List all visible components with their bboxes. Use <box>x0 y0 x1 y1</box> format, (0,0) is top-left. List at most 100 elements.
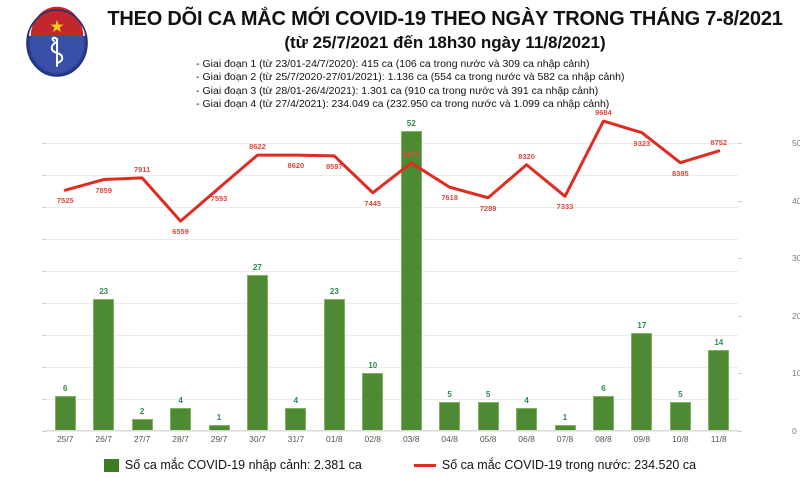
line-value-label: 7333 <box>556 202 574 212</box>
y-axis-right-tick: 10 <box>792 368 800 379</box>
y-axis-right-tickmark <box>738 143 742 144</box>
gridline <box>46 175 738 176</box>
y-axis-right-tickmark <box>738 431 742 432</box>
gridline <box>46 367 738 368</box>
gridline <box>46 207 738 208</box>
x-axis-label: 31/7 <box>287 434 305 444</box>
x-axis-label: 11/8 <box>710 434 727 444</box>
chart-title: THEO DÕI CA MẮC MỚI COVID-19 THEO NGÀY T… <box>107 8 783 30</box>
x-axis-label: 01/8 <box>326 434 343 444</box>
gridline <box>46 271 738 272</box>
x-axis-label: 29/7 <box>210 434 228 444</box>
bar-value-label: 4 <box>524 395 529 405</box>
line-value-label: 6559 <box>172 227 189 237</box>
legend-bar-swatch-icon <box>103 458 119 472</box>
line-value-label: 8752 <box>710 137 728 147</box>
chart-plot-area: 0100020003000400050006000700080009000010… <box>42 108 800 436</box>
y-axis-left-tickmark <box>42 335 46 336</box>
bar-value-label: 5 <box>678 390 683 400</box>
x-axis-label: 30/7 <box>249 434 266 444</box>
y-axis-left-tickmark <box>42 271 46 272</box>
bar-value-label: 23 <box>99 286 109 296</box>
line-value-label: 7289 <box>479 203 497 213</box>
bar-value-label: 23 <box>329 286 339 296</box>
x-axis-label: 28/7 <box>172 434 189 444</box>
y-axis-right-tickmark <box>738 373 742 375</box>
x-axis-label: 07/8 <box>556 434 574 444</box>
line-value-label: 9684 <box>595 108 612 118</box>
legend-item-imported[interactable]: Số ca mắc COVID-19 nhập cảnh: 2.381 ca <box>103 458 362 472</box>
line-value-label: 9323 <box>633 138 651 148</box>
phase-text: Giai đoạn 2 (từ 25/7/2020-27/01/2021): 1… <box>202 71 625 84</box>
domestic-cases-line <box>63 119 721 223</box>
phase-bullet-icon: - <box>196 71 200 84</box>
y-axis-right-tickmark <box>738 258 742 260</box>
y-axis-right-tickmark <box>738 315 742 317</box>
phase-bullet-icon: - <box>196 84 200 97</box>
x-axis-label: 03/8 <box>402 434 420 444</box>
bar-value-label: 5 <box>485 390 491 400</box>
x-axis-label: 10/8 <box>672 434 689 444</box>
phase-text: Giai đoạn 3 (từ 28/01-26/4/2021): 1.301 … <box>202 84 599 97</box>
line-value-label: 8622 <box>249 142 266 152</box>
y-axis-right-tick: 0 <box>792 426 797 436</box>
x-axis-label: 04/8 <box>441 434 458 444</box>
legend-label-imported: Số ca mắc COVID-19 nhập cảnh: 2.381 ca <box>124 458 362 472</box>
line-value-label: 8320 <box>518 151 535 161</box>
bar-value-label: 1 <box>216 413 222 423</box>
bar-value-label: 6 <box>63 384 68 394</box>
phase-item: - Giai đoạn 4 (từ 27/4/2021): 234.049 ca … <box>196 98 796 111</box>
bar-value-label: 17 <box>637 321 647 331</box>
bar-value-label: 14 <box>714 338 724 348</box>
line-value-label: 7618 <box>441 193 458 203</box>
bar-value-label: 1 <box>562 413 568 423</box>
y-axis-right-tick: 50 <box>792 138 800 148</box>
gridline <box>46 431 738 432</box>
bar-value-label: 10 <box>368 361 378 371</box>
chart-legend: Số ca mắc COVID-19 nhập cảnh: 2.381 ca S… <box>0 452 800 478</box>
bar-value-label: 6 <box>601 384 606 394</box>
y-axis-left-tickmark <box>42 303 46 304</box>
y-axis-left-tickmark <box>42 367 46 368</box>
bar-value-label: 2 <box>139 407 145 417</box>
line-value-label: 7593 <box>210 194 228 204</box>
gridline <box>46 335 738 336</box>
y-axis-left-tickmark <box>42 143 46 144</box>
line-series-layer <box>63 119 721 223</box>
x-axis-label: 02/8 <box>364 434 382 444</box>
legend-label-domestic: Số ca mắc COVID-19 trong nước: 234.520 c… <box>441 458 697 472</box>
line-value-label: 7911 <box>133 164 151 174</box>
phase-item: - Giai đoạn 2 (từ 25/7/2020-27/01/2021): … <box>196 71 796 84</box>
x-axis-label: 09/8 <box>633 434 651 444</box>
y-axis-right-tick: 20 <box>792 310 800 321</box>
gridline <box>46 399 738 400</box>
x-axis-label: 26/7 <box>95 434 112 444</box>
line-value-label: 8377 <box>402 149 420 159</box>
phase-summary-list: - Giai đoạn 1 (từ 23/01-24/7/2020): 415 c… <box>196 58 796 112</box>
bar-value-label: 27 <box>252 263 262 273</box>
ministry-of-health-logo <box>24 5 90 78</box>
x-axis-label: 06/8 <box>518 434 535 444</box>
phase-text: Giai đoạn 4 (từ 27/4/2021): 234.049 ca (… <box>202 98 610 111</box>
bar-value-label: 4 <box>178 395 183 405</box>
x-axis-baseline <box>46 430 738 431</box>
chart-subtitle: (từ 25/7/2021 đến 18h30 ngày 11/8/2021) <box>284 33 606 52</box>
bar-value-label: 5 <box>447 390 452 400</box>
line-value-label: 8597 <box>325 161 343 171</box>
legend-line-swatch-icon <box>413 463 436 467</box>
phase-bullet-icon: - <box>196 58 200 70</box>
line-value-label: 8620 <box>287 161 305 171</box>
gridline <box>46 303 738 304</box>
bar-value-label: 4 <box>293 395 299 405</box>
y-axis-left-tickmark <box>42 239 46 240</box>
phase-item: - Giai đoạn 3 (từ 28/01-26/4/2021): 1.301… <box>196 85 796 98</box>
x-axis-label: 08/8 <box>595 434 612 444</box>
gridline <box>46 239 738 240</box>
line-value-label: 8385 <box>671 168 689 178</box>
legend-item-domestic[interactable]: Số ca mắc COVID-19 trong nước: 234.520 c… <box>413 458 697 472</box>
line-value-label: 7445 <box>364 198 382 208</box>
line-value-label: 7859 <box>95 185 112 195</box>
y-axis-left-tickmark <box>42 399 46 400</box>
y-axis-right-tick: 30 <box>792 253 800 264</box>
y-axis-left-tickmark <box>42 207 46 208</box>
